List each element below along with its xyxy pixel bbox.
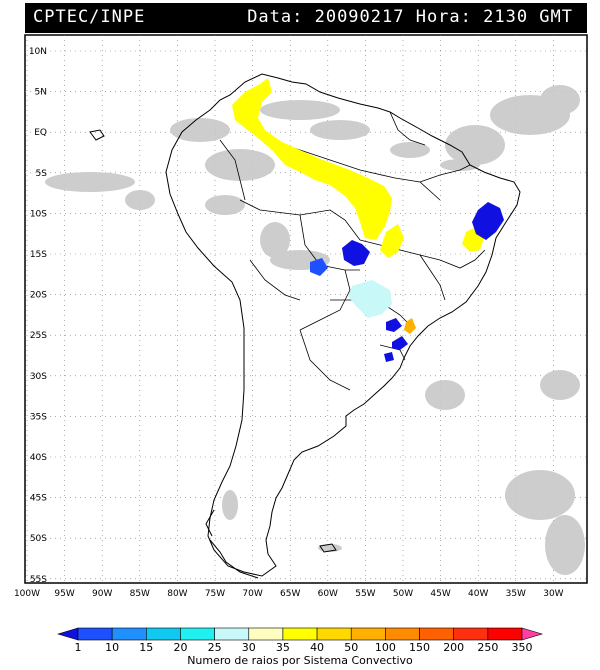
cluster-yellow-goias (380, 224, 404, 258)
lat-label: EQ (34, 128, 47, 138)
header-datetime: Data: 20090217 Hora: 2130 GMT (247, 7, 573, 27)
lat-label: 55S (30, 575, 47, 585)
legend-value: 35 (275, 641, 290, 654)
falklands (319, 543, 337, 553)
lat-label: 30S (30, 372, 47, 382)
legend-value: 50 (344, 641, 359, 654)
legend-swatch (214, 627, 250, 641)
legend-value: 150 (409, 641, 431, 654)
legend-labels: 1 10 15 20 25 30 35 40 50 100 150 200 250 350 (0, 641, 600, 655)
lon-label: 65W (280, 589, 300, 599)
cluster-yellow-amazon (232, 78, 392, 240)
lon-label: 100W (14, 589, 40, 599)
lat-label: 20S (30, 291, 47, 301)
legend-swatch (453, 627, 489, 641)
legend-swatch (56, 627, 79, 641)
patagonia-islands (205, 509, 259, 579)
cluster-orange-parana (404, 318, 416, 334)
lon-label: 90W (92, 589, 112, 599)
cluster-blue-bolivia (310, 258, 328, 276)
lon-label: 60W (318, 589, 338, 599)
legend-value: 10 (105, 641, 120, 654)
legend-swatch (180, 627, 215, 641)
cluster-blue-mato-grosso (342, 240, 370, 266)
lon-label: 50W (393, 589, 413, 599)
legend-value: 200 (443, 641, 465, 654)
legend-value: 1 (74, 641, 82, 654)
longitude-labels: 100W 95W 90W 85W 80W 75W 70W 65W 60W 55W 50W 45W 40W… (14, 589, 564, 599)
lat-label: 35S (30, 412, 47, 422)
lon-label: 40W (468, 589, 488, 599)
cluster-blue-rio-grande (384, 352, 394, 362)
legend-value: 100 (374, 641, 396, 654)
legend-value: 15 (139, 641, 154, 654)
galapagos (89, 129, 105, 141)
lat-label: 25S (30, 331, 47, 341)
legend-swatch (282, 627, 318, 641)
lat-label: 15S (30, 250, 47, 260)
header-source: CPTEC/INPE (33, 7, 146, 27)
legend-value: 250 (477, 641, 499, 654)
lon-label: 85W (130, 589, 150, 599)
lon-label: 95W (54, 589, 74, 599)
legend-swatch (487, 627, 523, 641)
country-borders (219, 111, 486, 391)
legend-color-bar (56, 627, 544, 641)
legend-swatch (350, 627, 386, 641)
legend-value: 25 (207, 641, 222, 654)
cluster-blue-santa-catarina (392, 336, 408, 350)
legend-value: 30 (241, 641, 256, 654)
legend-swatch (248, 627, 284, 641)
lon-label: 80W (167, 589, 187, 599)
coastlines (89, 73, 521, 579)
lon-label: 55W (355, 589, 375, 599)
map-header: CPTEC/INPE Data: 20090217 Hora: 2130 GMT (25, 3, 587, 33)
legend-swatch (385, 627, 420, 641)
lat-label: 5S (36, 169, 48, 179)
legend-swatch (146, 627, 181, 641)
legend-swatch (316, 627, 352, 641)
cluster-blue-parana (386, 318, 402, 332)
cloud-cover (45, 85, 585, 575)
lightning-clusters (232, 78, 504, 362)
legend-value: 40 (310, 641, 325, 654)
legend-value: 20 (173, 641, 188, 654)
legend-swatch (111, 627, 147, 641)
cluster-cyan-paraguay (348, 280, 392, 318)
cluster-blue-bahia (472, 202, 504, 240)
south-america-outline (165, 73, 521, 577)
lat-label: 50S (30, 534, 47, 544)
lon-label: 70W (242, 589, 262, 599)
lon-label: 35W (506, 589, 526, 599)
lat-label: 5N (35, 88, 47, 98)
legend-caption: Numero de raios por Sistema Convectivo (187, 654, 413, 667)
lon-label: 30W (543, 589, 563, 599)
latitude-labels: 10N 5N EQ 5S 10S 15S 20S 25S 30S 35S 40S 45S 50S 55S (29, 47, 47, 585)
lon-label: 75W (205, 589, 225, 599)
lat-label: 10S (30, 209, 47, 219)
lat-label: 45S (30, 494, 47, 504)
legend-swatch (521, 627, 544, 641)
legend-value: 350 (511, 641, 533, 654)
legend-swatch (419, 627, 454, 641)
lon-label: 45W (430, 589, 450, 599)
map-frame (24, 34, 588, 584)
lat-label: 10N (29, 47, 47, 57)
lat-label: 40S (30, 453, 47, 463)
legend-swatch (77, 627, 113, 641)
